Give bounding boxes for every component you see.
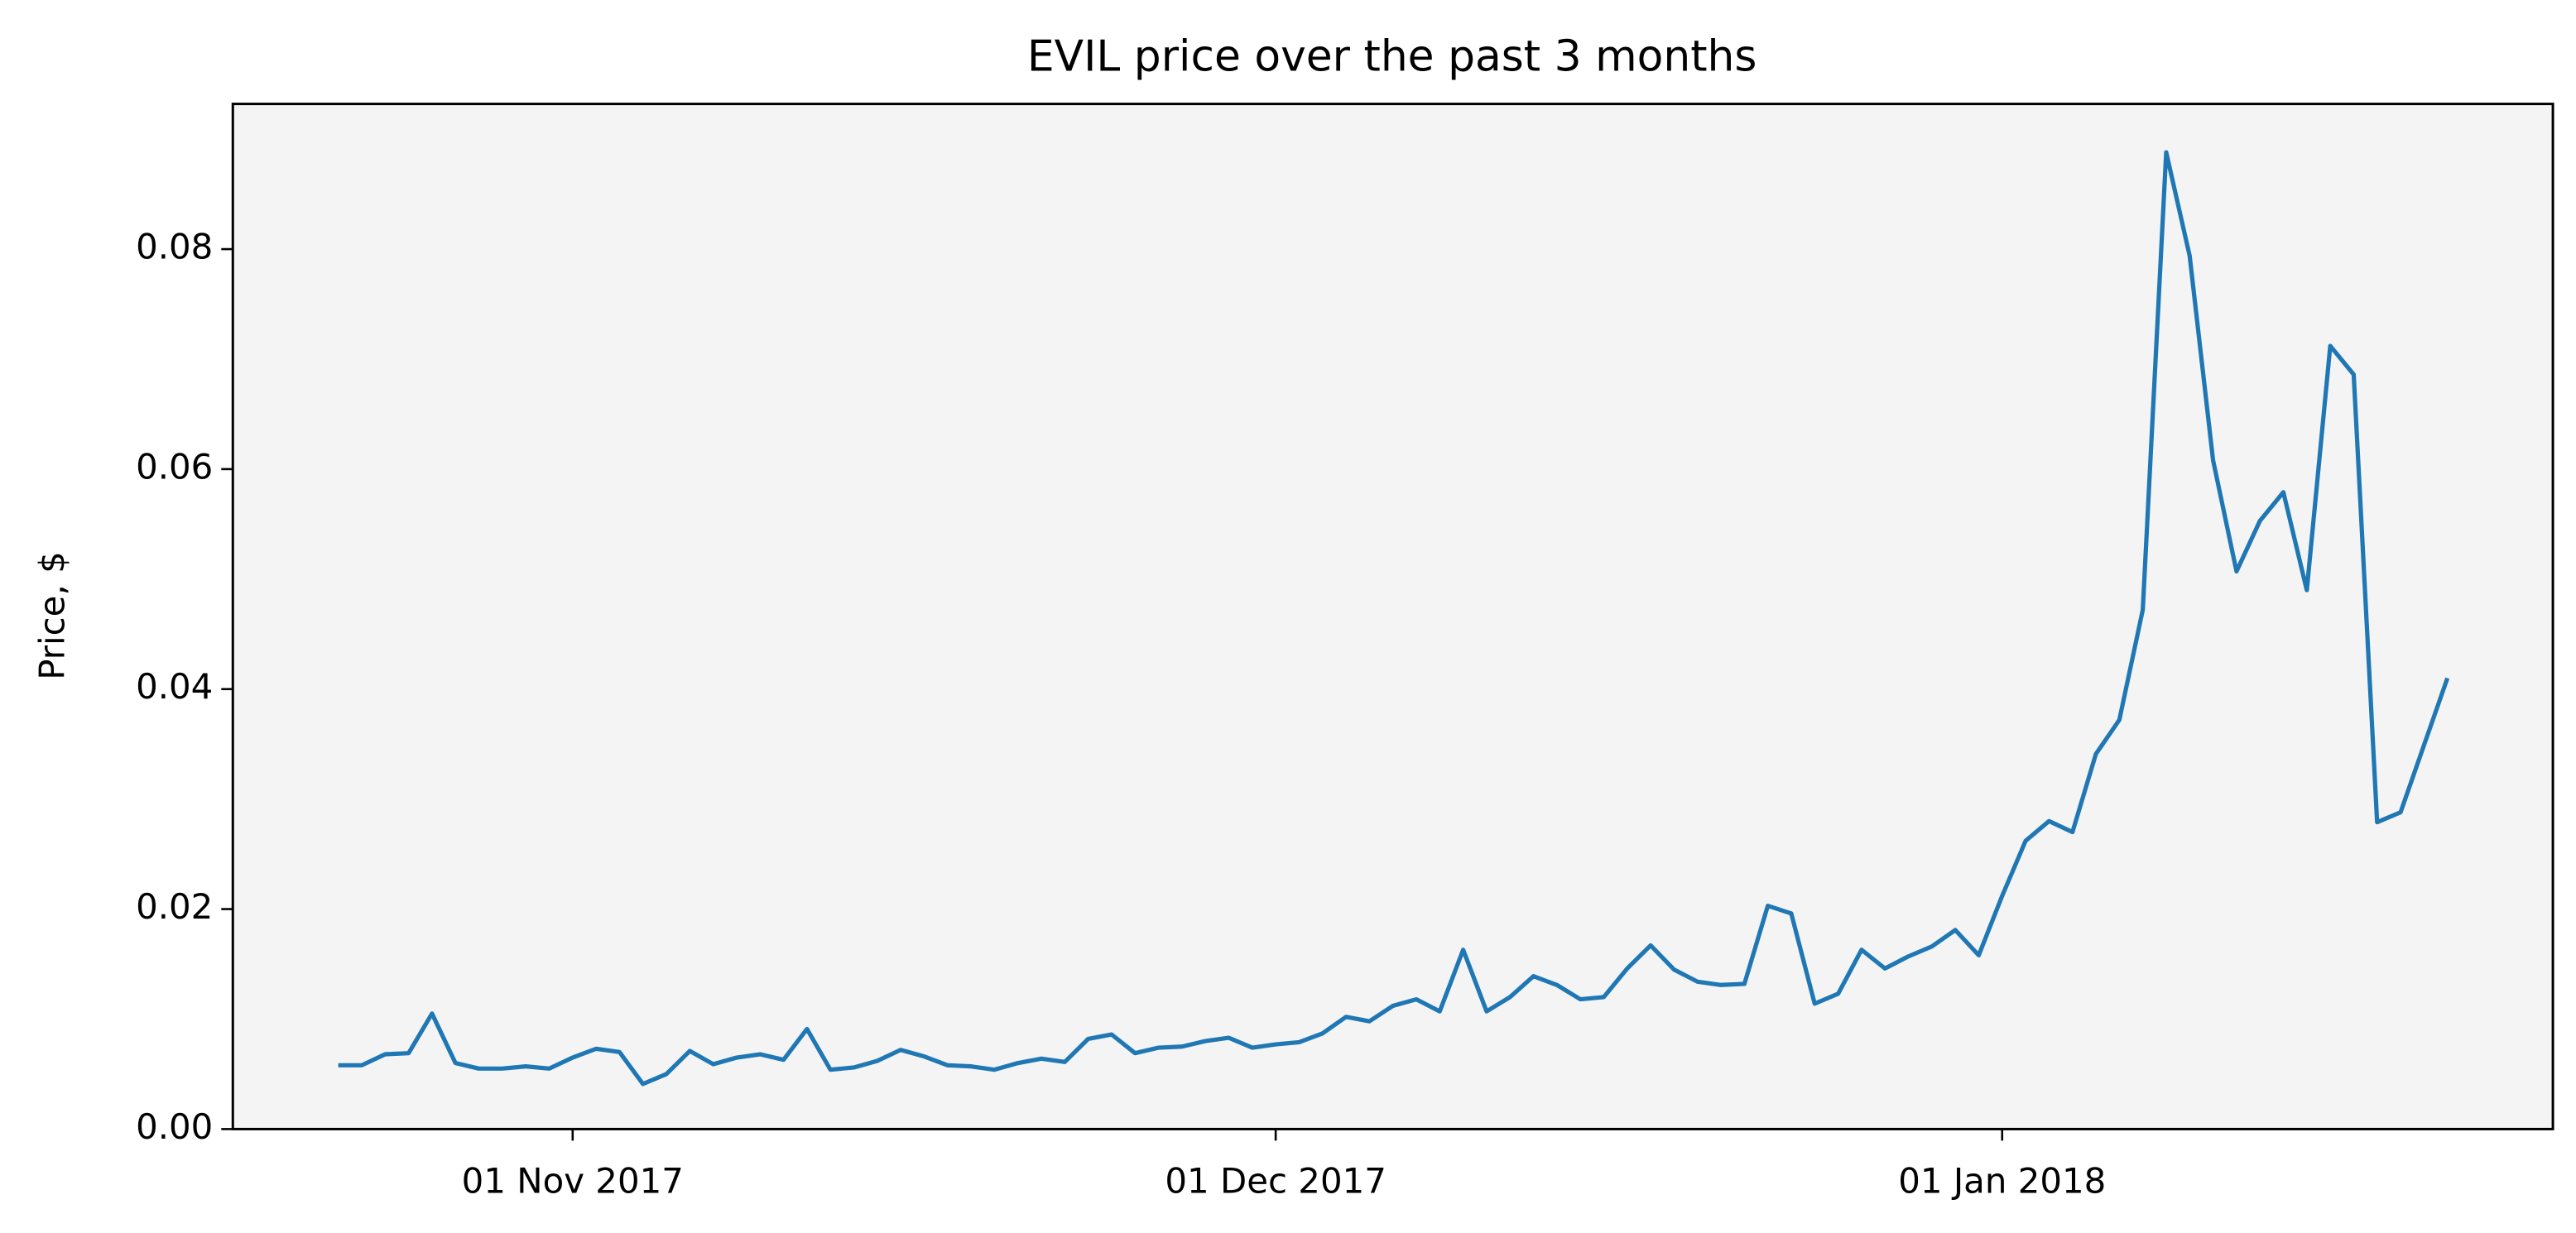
price-line (338, 150, 2450, 1087)
y-axis-label: Price, $ (31, 551, 72, 679)
y-tick-label: 0.06 (136, 446, 213, 487)
x-tick-label: 01 Dec 2017 (1165, 1161, 1387, 1202)
y-tick-label: 0.08 (136, 227, 213, 267)
x-tick-label: 01 Nov 2017 (462, 1161, 684, 1202)
x-tick-label: 01 Jan 2018 (1898, 1161, 2106, 1202)
y-tick-label: 0.02 (136, 886, 213, 927)
plot-frame (231, 103, 2554, 1130)
chart-title: EVIL price over the past 3 months (1027, 32, 1757, 82)
plot-background (233, 103, 2554, 1130)
y-tick-label: 0.00 (136, 1106, 213, 1147)
y-tick-label: 0.04 (136, 666, 213, 707)
